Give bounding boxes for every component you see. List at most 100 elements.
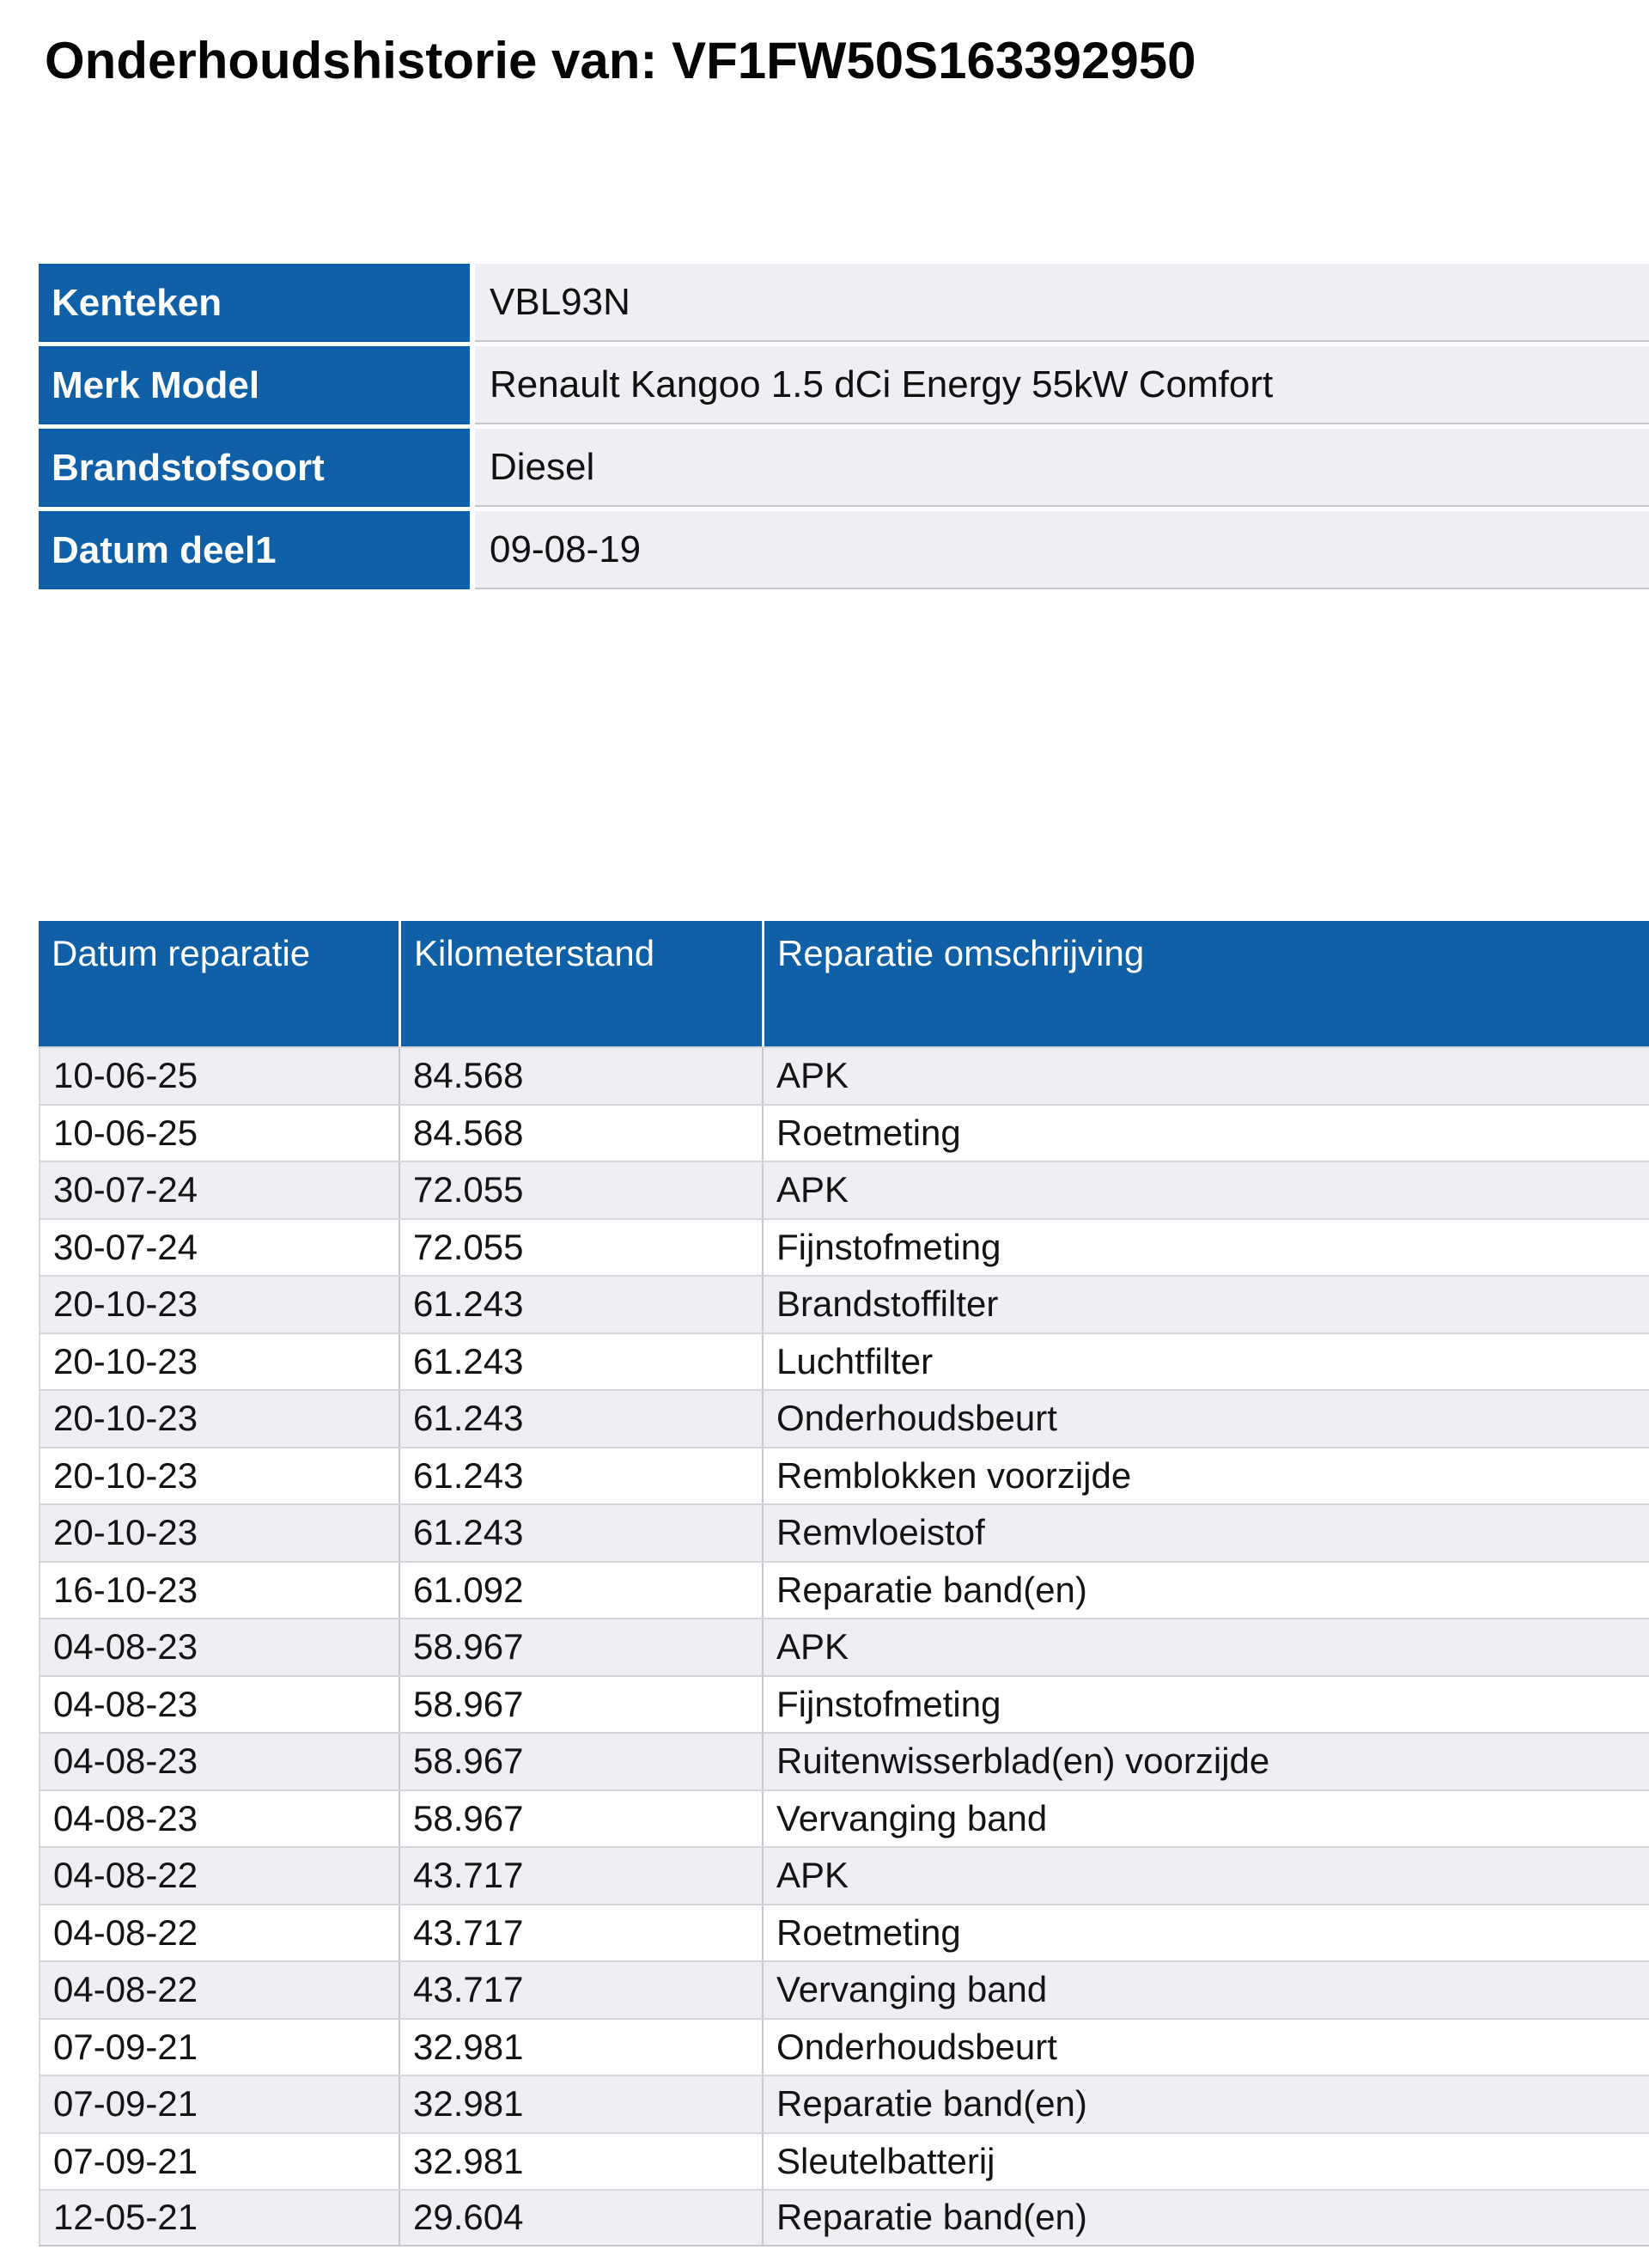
cell-datum-reparatie: 04-08-23 [39, 1734, 399, 1789]
cell-reparatie-omschrijving: Brandstoffilter [762, 1277, 1649, 1332]
table-row: 20-10-23 61.243 Remblokken voorzijde [39, 1447, 1649, 1504]
vehicle-info-value: Diesel [475, 429, 1649, 507]
cell-kilometerstand: 84.568 [399, 1106, 762, 1161]
vehicle-info-row: Kenteken VBL93N [39, 264, 1649, 342]
cell-datum-reparatie: 04-08-23 [39, 1791, 399, 1847]
repair-history-table: Datum reparatie Kilometerstand Reparatie… [39, 921, 1649, 2247]
cell-reparatie-omschrijving: Roetmeting [762, 1106, 1649, 1161]
cell-datum-reparatie: 20-10-23 [39, 1448, 399, 1504]
cell-kilometerstand: 32.981 [399, 2076, 762, 2132]
cell-datum-reparatie: 12-05-21 [39, 2191, 399, 2245]
cell-datum-reparatie: 04-08-22 [39, 1962, 399, 2018]
vehicle-info-row: Datum deel1 09-08-19 [39, 511, 1649, 589]
cell-kilometerstand: 58.967 [399, 1734, 762, 1789]
cell-reparatie-omschrijving: Onderhoudsbeurt [762, 2020, 1649, 2076]
cell-reparatie-omschrijving: Ruitenwisserblad(en) voorzijde [762, 1734, 1649, 1789]
column-header-datum-reparatie: Datum reparatie [39, 921, 399, 1046]
repair-history-body: 10-06-25 84.568 APK 10-06-25 84.568 Roet… [39, 1046, 1649, 2247]
cell-datum-reparatie: 04-08-23 [39, 1677, 399, 1733]
vehicle-info-value: 09-08-19 [475, 511, 1649, 589]
cell-reparatie-omschrijving: Vervanging band [762, 1791, 1649, 1847]
cell-reparatie-omschrijving: Luchtfilter [762, 1334, 1649, 1390]
column-header-kilometerstand: Kilometerstand [399, 921, 762, 1046]
cell-kilometerstand: 61.243 [399, 1334, 762, 1390]
cell-datum-reparatie: 30-07-24 [39, 1220, 399, 1276]
cell-kilometerstand: 61.243 [399, 1448, 762, 1504]
cell-kilometerstand: 61.243 [399, 1391, 762, 1447]
page-title: Onderhoudshistorie van: VF1FW50S16339295… [45, 34, 1196, 88]
table-row: 07-09-21 32.981 Reparatie band(en) [39, 2075, 1649, 2132]
table-row: 20-10-23 61.243 Onderhoudsbeurt [39, 1389, 1649, 1447]
cell-datum-reparatie: 20-10-23 [39, 1334, 399, 1390]
cell-datum-reparatie: 04-08-22 [39, 1905, 399, 1961]
vehicle-info-value: Renault Kangoo 1.5 dCi Energy 55kW Comfo… [475, 346, 1649, 424]
cell-reparatie-omschrijving: Reparatie band(en) [762, 2191, 1649, 2245]
cell-datum-reparatie: 16-10-23 [39, 1563, 399, 1619]
table-row: 30-07-24 72.055 Fijnstofmeting [39, 1218, 1649, 1276]
cell-kilometerstand: 43.717 [399, 1962, 762, 2018]
table-row: 16-10-23 61.092 Reparatie band(en) [39, 1561, 1649, 1619]
vehicle-info-row: Merk Model Renault Kangoo 1.5 dCi Energy… [39, 346, 1649, 424]
cell-kilometerstand: 61.092 [399, 1563, 762, 1619]
table-row: 30-07-24 72.055 APK [39, 1161, 1649, 1218]
table-row: 10-06-25 84.568 Roetmeting [39, 1104, 1649, 1161]
cell-kilometerstand: 58.967 [399, 1619, 762, 1675]
vehicle-info-value: VBL93N [475, 264, 1649, 342]
cell-kilometerstand: 32.981 [399, 2134, 762, 2190]
cell-reparatie-omschrijving: Vervanging band [762, 1962, 1649, 2018]
vehicle-info-label: Datum deel1 [39, 511, 470, 589]
cell-kilometerstand: 72.055 [399, 1220, 762, 1276]
cell-reparatie-omschrijving: APK [762, 1048, 1649, 1104]
cell-reparatie-omschrijving: Roetmeting [762, 1905, 1649, 1961]
cell-datum-reparatie: 04-08-23 [39, 1619, 399, 1675]
table-row: 04-08-23 58.967 APK [39, 1618, 1649, 1675]
cell-datum-reparatie: 10-06-25 [39, 1106, 399, 1161]
table-row: 07-09-21 32.981 Onderhoudsbeurt [39, 2018, 1649, 2076]
table-row: 04-08-23 58.967 Fijnstofmeting [39, 1675, 1649, 1733]
table-row: 10-06-25 84.568 APK [39, 1046, 1649, 1104]
cell-reparatie-omschrijving: Sleutelbatterij [762, 2134, 1649, 2190]
table-row: 04-08-22 43.717 APK [39, 1846, 1649, 1904]
cell-kilometerstand: 58.967 [399, 1791, 762, 1847]
cell-kilometerstand: 43.717 [399, 1848, 762, 1904]
cell-kilometerstand: 32.981 [399, 2020, 762, 2076]
cell-datum-reparatie: 04-08-22 [39, 1848, 399, 1904]
cell-reparatie-omschrijving: Remblokken voorzijde [762, 1448, 1649, 1504]
table-row: 20-10-23 61.243 Luchtfilter [39, 1332, 1649, 1390]
vehicle-info-label: Merk Model [39, 346, 470, 424]
cell-kilometerstand: 43.717 [399, 1905, 762, 1961]
cell-datum-reparatie: 30-07-24 [39, 1162, 399, 1218]
table-row: 04-08-23 58.967 Ruitenwisserblad(en) voo… [39, 1732, 1649, 1789]
table-row: 12-05-21 29.604 Reparatie band(en) [39, 2189, 1649, 2247]
cell-kilometerstand: 61.243 [399, 1505, 762, 1561]
vehicle-info-label: Brandstofsoort [39, 429, 470, 507]
cell-datum-reparatie: 20-10-23 [39, 1391, 399, 1447]
cell-reparatie-omschrijving: APK [762, 1848, 1649, 1904]
cell-reparatie-omschrijving: Onderhoudsbeurt [762, 1391, 1649, 1447]
vehicle-info-table: Kenteken VBL93N Merk Model Renault Kango… [39, 264, 1649, 594]
vehicle-info-label: Kenteken [39, 264, 470, 342]
cell-reparatie-omschrijving: Fijnstofmeting [762, 1677, 1649, 1733]
cell-datum-reparatie: 07-09-21 [39, 2076, 399, 2132]
column-header-reparatie-omschrijving: Reparatie omschrijving [762, 921, 1649, 1046]
cell-reparatie-omschrijving: Fijnstofmeting [762, 1220, 1649, 1276]
cell-kilometerstand: 84.568 [399, 1048, 762, 1104]
table-row: 04-08-22 43.717 Roetmeting [39, 1904, 1649, 1961]
cell-kilometerstand: 58.967 [399, 1677, 762, 1733]
table-row: 04-08-23 58.967 Vervanging band [39, 1789, 1649, 1847]
cell-kilometerstand: 29.604 [399, 2191, 762, 2245]
cell-datum-reparatie: 07-09-21 [39, 2134, 399, 2190]
cell-reparatie-omschrijving: Reparatie band(en) [762, 1563, 1649, 1619]
table-row: 04-08-22 43.717 Vervanging band [39, 1960, 1649, 2018]
cell-datum-reparatie: 20-10-23 [39, 1505, 399, 1561]
cell-reparatie-omschrijving: Remvloeistof [762, 1505, 1649, 1561]
vehicle-info-row: Brandstofsoort Diesel [39, 429, 1649, 507]
table-row: 20-10-23 61.243 Remvloeistof [39, 1503, 1649, 1561]
cell-kilometerstand: 72.055 [399, 1162, 762, 1218]
table-row: 07-09-21 32.981 Sleutelbatterij [39, 2132, 1649, 2190]
cell-datum-reparatie: 07-09-21 [39, 2020, 399, 2076]
cell-datum-reparatie: 20-10-23 [39, 1277, 399, 1332]
repair-history-header-row: Datum reparatie Kilometerstand Reparatie… [39, 921, 1649, 1046]
cell-reparatie-omschrijving: APK [762, 1162, 1649, 1218]
cell-kilometerstand: 61.243 [399, 1277, 762, 1332]
